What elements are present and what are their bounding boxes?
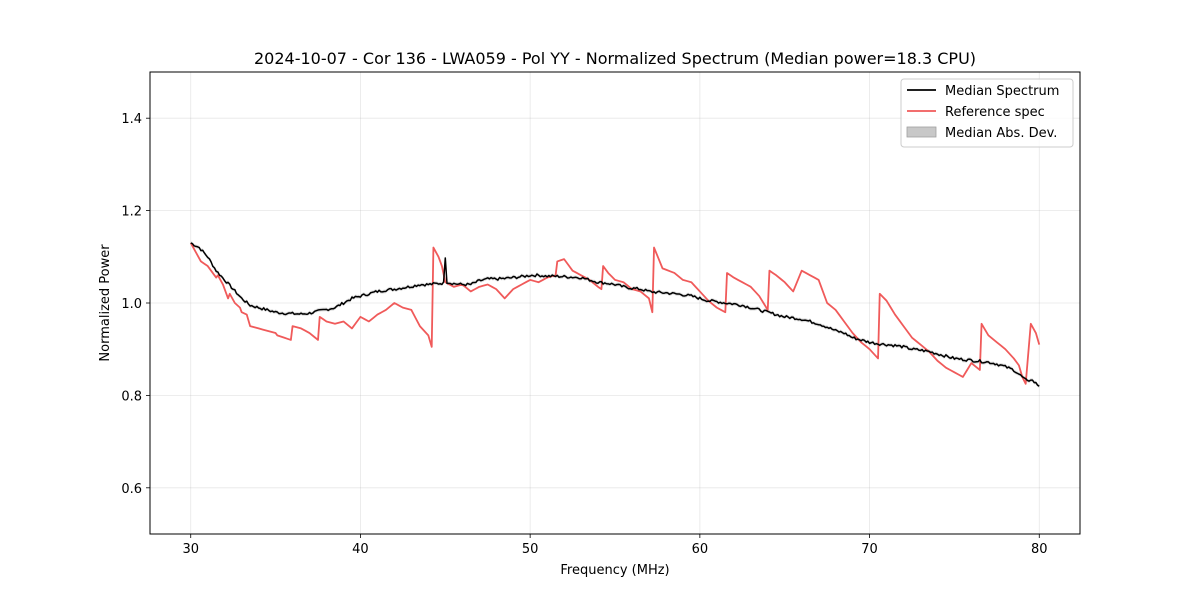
y-tick-label: 1.2: [121, 205, 142, 220]
y-tick-label: 1.0: [121, 297, 142, 312]
x-axis-title: Frequency (MHz): [560, 563, 669, 578]
legend-entry-median-spectrum: Median Spectrum: [945, 84, 1059, 99]
x-tick-label: 70: [861, 542, 878, 557]
x-tick-label: 50: [522, 542, 539, 557]
mad-band-area: [190, 241, 1040, 389]
median-spectrum-line: [190, 242, 1040, 387]
legend: Median Spectrum Reference spec Median Abs.…: [900, 78, 1074, 148]
y-axis-title: Normalized Power: [98, 244, 113, 362]
x-tick-label: 40: [352, 542, 369, 557]
legend-entry-mad-swatch: [906, 126, 937, 138]
legend-entry-reference-spec: Reference spec: [945, 105, 1045, 120]
legend-box: [900, 78, 1074, 148]
mad-band: [190, 241, 1040, 389]
reference-spec-line: [189, 242, 1041, 385]
series-group: [189, 242, 1041, 387]
x-tick-label: 80: [1031, 542, 1048, 557]
y-tick-label: 1.4: [121, 112, 142, 127]
chart-title: 2024-10-07 - Cor 136 - LWA059 - Pol YY -…: [254, 49, 976, 68]
axis-ticks: 30 40 50 60 70 80 0.6 0.8 1.0 1.2 1.4: [121, 112, 1047, 557]
x-tick-label: 30: [182, 542, 199, 557]
legend-entry-mad: Median Abs. Dev.: [945, 126, 1057, 141]
grid: [150, 72, 1080, 534]
y-tick-label: 0.8: [121, 389, 142, 404]
x-tick-label: 60: [692, 542, 709, 557]
y-tick-label: 0.6: [121, 482, 142, 497]
